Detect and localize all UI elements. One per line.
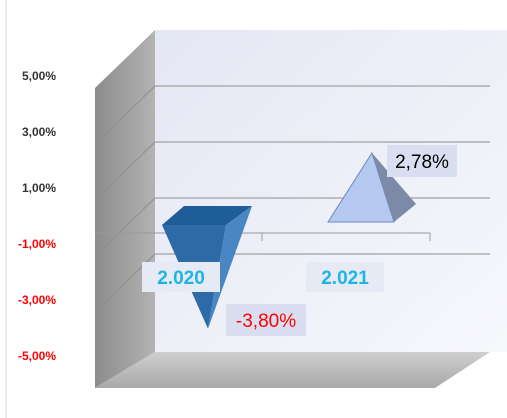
y-tick-label: -1,00% [18,237,56,251]
side-wall [95,30,155,388]
data-label-2020: -3,80% [226,304,306,336]
y-tick-label: -3,00% [18,293,56,307]
data-label-2021: 2,78% [387,145,457,177]
y-tick-label: 1,00% [22,181,56,195]
floor [95,352,490,388]
category-label-2020: 2.020 [142,262,220,292]
gridline [94,85,490,145]
y-tick-label: 5,00% [22,69,56,83]
svg-text:2.020: 2.020 [157,268,205,289]
svg-text:2,78%: 2,78% [395,152,449,173]
gridline [94,141,490,201]
y-tick-label: -5,00% [18,349,56,363]
back-wall [155,30,507,352]
y-axis-ticks: 5,00% 3,00% 1,00% -1,00% -3,00% -5,00% [18,69,56,363]
bar-2021 [327,151,416,223]
y-tick-label: 3,00% [22,125,56,139]
svg-text:-3,80%: -3,80% [236,311,296,332]
gridline [94,253,490,313]
svg-text:2.021: 2.021 [321,268,369,289]
category-label-2021: 2.021 [306,262,384,292]
